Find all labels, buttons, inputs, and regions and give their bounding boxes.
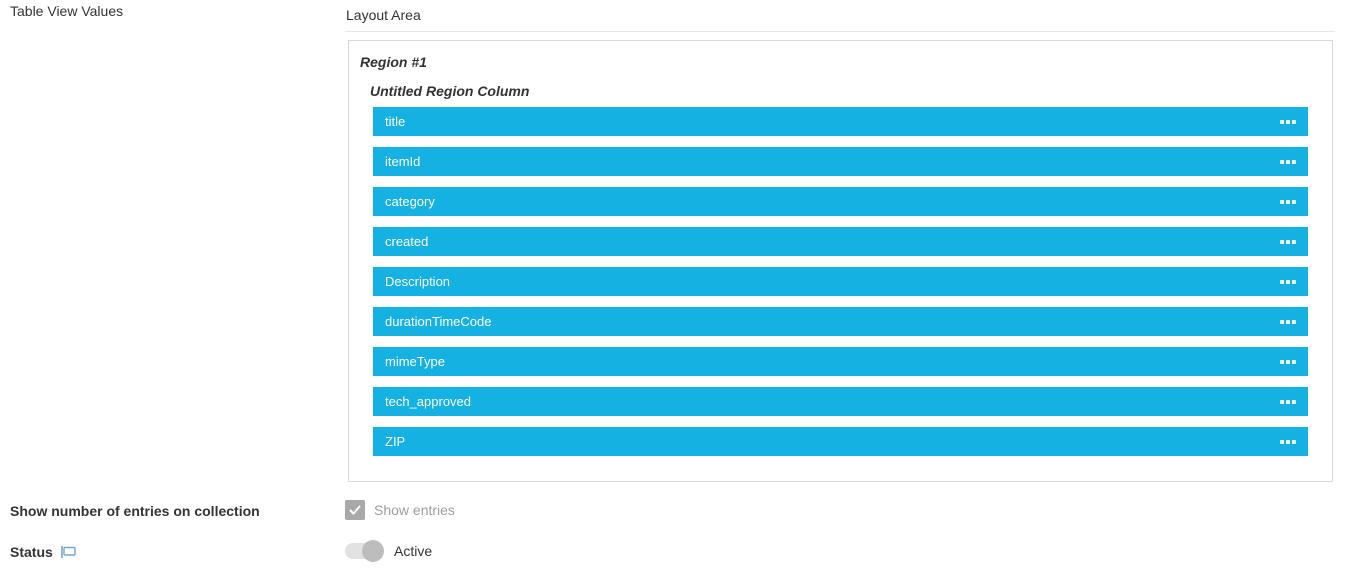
field-bar[interactable]: category: [373, 187, 1308, 216]
field-bar-label: created: [385, 234, 429, 249]
field-bar-label: itemId: [385, 154, 421, 169]
flag-icon: [60, 545, 77, 559]
show-number-of-entries-label: Show number of entries on collection: [10, 503, 260, 519]
field-bar-label: category: [385, 194, 435, 209]
field-bar[interactable]: title: [373, 107, 1308, 136]
field-bar-label: Description: [385, 274, 451, 289]
show-entries-field: Show entries: [345, 500, 455, 520]
drag-handle-icon[interactable]: [1280, 159, 1296, 164]
drag-handle-icon[interactable]: [1280, 439, 1296, 444]
field-bar[interactable]: itemId: [373, 147, 1308, 176]
checkmark-icon: [349, 505, 361, 515]
status-toggle[interactable]: [345, 540, 384, 562]
drag-handle-icon[interactable]: [1280, 239, 1296, 244]
field-bar-label: ZIP: [385, 434, 406, 449]
layout-region-box: Region #1 Untitled Region Column title i…: [348, 40, 1333, 482]
drag-handle-icon[interactable]: [1280, 119, 1296, 124]
toggle-knob: [362, 540, 384, 562]
drag-handle-icon[interactable]: [1280, 359, 1296, 364]
drag-handle-icon[interactable]: [1280, 319, 1296, 324]
field-bar[interactable]: created: [373, 227, 1308, 256]
field-bar-label: title: [385, 114, 406, 129]
drag-handle-icon[interactable]: [1280, 399, 1296, 404]
field-bar[interactable]: tech_approved: [373, 387, 1308, 416]
status-label: Status: [10, 544, 77, 560]
status-toggle-label: Active: [394, 543, 433, 559]
drag-handle-icon[interactable]: [1280, 279, 1296, 284]
field-bar-label: tech_approved: [385, 394, 472, 409]
field-bar-label: durationTimeCode: [385, 314, 492, 329]
layout-area-divider: [345, 31, 1335, 32]
layout-area-title: Layout Area: [346, 7, 421, 23]
region-column-title: Untitled Region Column: [370, 83, 530, 99]
field-list: title itemId category created: [373, 107, 1308, 467]
field-bar[interactable]: durationTimeCode: [373, 307, 1308, 336]
field-bar[interactable]: mimeType: [373, 347, 1308, 376]
show-entries-checkbox[interactable]: [345, 500, 365, 520]
table-view-values-label: Table View Values: [10, 3, 124, 19]
status-label-text: Status: [10, 544, 53, 560]
field-bar[interactable]: ZIP: [373, 427, 1308, 456]
region-title: Region #1: [360, 54, 427, 70]
field-bar-label: mimeType: [385, 354, 445, 369]
field-bar[interactable]: Description: [373, 267, 1308, 296]
show-entries-checkbox-label: Show entries: [374, 502, 455, 518]
drag-handle-icon[interactable]: [1280, 199, 1296, 204]
status-field: Active: [345, 540, 432, 562]
